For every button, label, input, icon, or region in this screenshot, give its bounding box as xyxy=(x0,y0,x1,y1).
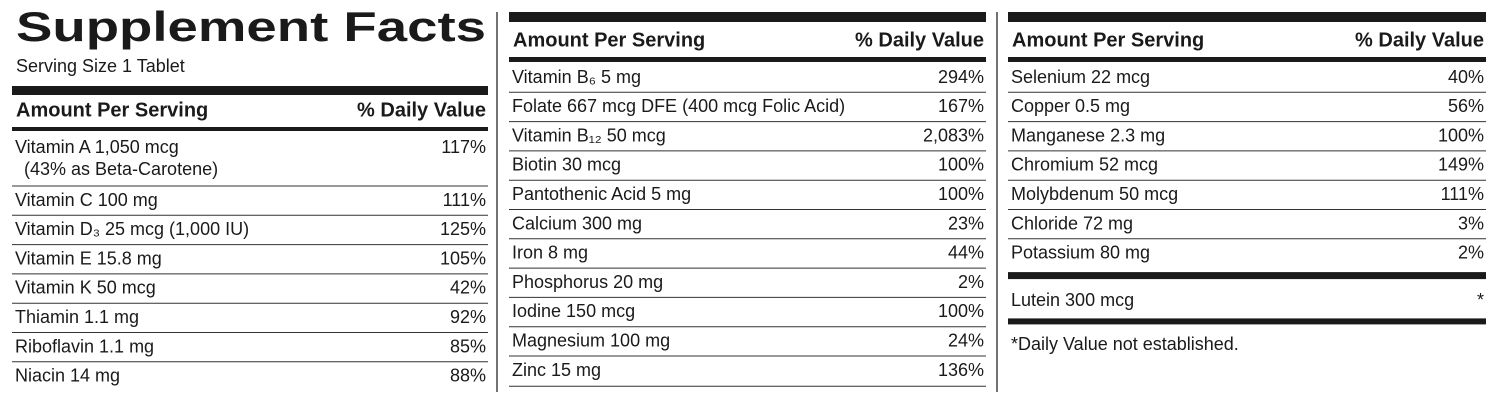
daily-value: 100% xyxy=(938,301,984,321)
serving-size: Serving Size 1 Tablet xyxy=(16,56,185,76)
daily-value: * xyxy=(1477,290,1484,310)
daily-value: 105% xyxy=(440,248,486,268)
daily-value: 24% xyxy=(948,330,984,350)
nutrient-name: Calcium 300 mg xyxy=(512,213,642,233)
nutrient-name: Pantothenic Acid 5 mg xyxy=(512,184,691,204)
rule-bar xyxy=(509,57,986,62)
nutrient-name: Lutein 300 mcg xyxy=(1011,290,1134,310)
daily-value: 2% xyxy=(958,272,984,292)
header-daily-value: % Daily Value xyxy=(855,29,984,51)
title: Supplement Facts xyxy=(16,3,486,50)
nutrient-name: Iodine 150 mcg xyxy=(512,301,635,321)
rule-bar xyxy=(1008,272,1486,280)
rule-bar xyxy=(1008,318,1486,325)
daily-value: 100% xyxy=(938,155,984,175)
daily-value: 42% xyxy=(450,278,486,298)
daily-value: 40% xyxy=(1448,67,1484,87)
daily-value: 2,083% xyxy=(923,125,984,145)
header-daily-value: % Daily Value xyxy=(357,99,486,121)
nutrient-name: Vitamin B₆ 5 mg xyxy=(512,67,641,87)
nutrient-name: Phosphorus 20 mg xyxy=(512,272,663,292)
rule-bar xyxy=(1008,12,1486,22)
daily-value: 3% xyxy=(1458,213,1484,233)
header-amount: Amount Per Serving xyxy=(513,29,705,51)
nutrient-name: Vitamin B₁₂ 50 mcg xyxy=(512,125,666,145)
nutrient-name: Thiamin 1.1 mg xyxy=(15,307,139,327)
nutrient-note: (43% as Beta-Carotene) xyxy=(24,159,218,179)
rule-bar xyxy=(509,12,986,22)
rule-bar xyxy=(12,86,488,95)
daily-value: 111% xyxy=(1441,184,1484,204)
nutrient-name: Niacin 14 mg xyxy=(15,366,120,386)
header-amount: Amount Per Serving xyxy=(1012,29,1204,51)
rule-bar xyxy=(12,127,488,131)
header-amount: Amount Per Serving xyxy=(16,99,208,121)
nutrient-name: Vitamin C 100 mg xyxy=(15,190,158,210)
daily-value: 125% xyxy=(440,219,486,239)
nutrient-name: Magnesium 100 mg xyxy=(512,330,670,350)
header-daily-value: % Daily Value xyxy=(1355,29,1484,51)
nutrient-name: Manganese 2.3 mg xyxy=(1011,125,1165,145)
daily-value: 111% xyxy=(443,190,486,210)
rule-bar xyxy=(1008,57,1486,62)
nutrient-name: Chromium 52 mcg xyxy=(1011,155,1158,175)
daily-value: 88% xyxy=(450,366,486,386)
daily-value: 23% xyxy=(948,213,984,233)
nutrient-name: Molybdenum 50 mcg xyxy=(1011,184,1178,204)
nutrient-name: Vitamin K 50 mcg xyxy=(15,278,156,298)
daily-value: 56% xyxy=(1448,96,1484,116)
nutrient-name: Potassium 80 mg xyxy=(1011,243,1150,263)
nutrient-name: Vitamin A 1,050 mcg xyxy=(15,137,179,157)
daily-value: 136% xyxy=(938,360,984,380)
daily-value: 44% xyxy=(948,243,984,263)
daily-value: 100% xyxy=(938,184,984,204)
footnote: *Daily Value not established. xyxy=(1011,334,1239,354)
nutrient-name: Iron 8 mg xyxy=(512,243,588,263)
daily-value: 100% xyxy=(1438,125,1484,145)
nutrient-name: Selenium 22 mcg xyxy=(1011,67,1150,87)
nutrient-name: Folate 667 mcg DFE (400 mcg Folic Acid) xyxy=(512,96,845,116)
nutrient-name: Chloride 72 mg xyxy=(1011,213,1133,233)
daily-value: 294% xyxy=(938,67,984,87)
nutrient-name: Copper 0.5 mg xyxy=(1011,96,1130,116)
daily-value: 117% xyxy=(441,137,486,157)
nutrient-name: Biotin 30 mcg xyxy=(512,155,621,175)
nutrient-name: Zinc 15 mg xyxy=(512,360,601,380)
daily-value: 149% xyxy=(1438,155,1484,175)
daily-value: 2% xyxy=(1458,243,1484,263)
daily-value: 167% xyxy=(938,96,984,116)
daily-value: 92% xyxy=(450,307,486,327)
daily-value: 85% xyxy=(450,336,486,356)
nutrient-name: Vitamin D₃ 25 mcg (1,000 IU) xyxy=(15,219,249,239)
nutrient-name: Riboflavin 1.1 mg xyxy=(15,336,154,356)
nutrient-name: Vitamin E 15.8 mg xyxy=(15,248,162,268)
